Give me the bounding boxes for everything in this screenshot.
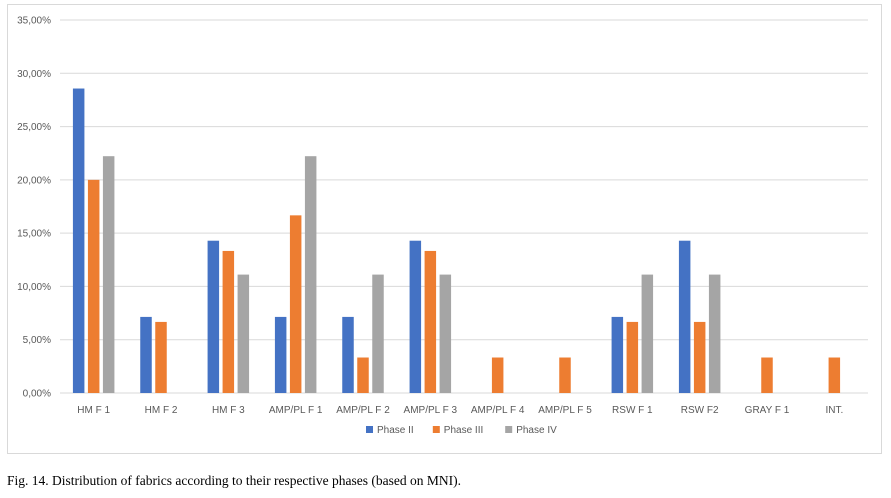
bar xyxy=(72,88,85,394)
bar xyxy=(289,215,302,393)
bar xyxy=(626,321,639,393)
bar xyxy=(439,274,452,393)
bar xyxy=(708,274,721,393)
figure-caption: Fig. 14. Distribution of fabrics accordi… xyxy=(7,473,462,488)
bar xyxy=(357,357,369,393)
x-tick-label: AMP/PL F 2 xyxy=(336,405,390,416)
legend-swatch xyxy=(366,426,373,433)
x-tick-label: AMP/PL F 3 xyxy=(404,405,458,416)
bar xyxy=(222,250,235,393)
bar xyxy=(87,179,100,393)
y-tick-label: 5,00% xyxy=(23,335,51,346)
y-tick-label: 35,00% xyxy=(17,16,51,27)
bar xyxy=(372,274,384,393)
x-tick-label: RSW F 1 xyxy=(612,405,653,416)
bar xyxy=(491,357,504,393)
bar-chart: 0,00% 5,00% 10,00% 15,00% 20,00% 25,00% 30,00%… xyxy=(17,16,868,436)
bar xyxy=(304,156,317,393)
x-tick-label: AMP/PL F 1 xyxy=(269,405,323,416)
bar xyxy=(140,316,152,393)
y-tick-label: 10,00% xyxy=(17,282,51,293)
bar xyxy=(237,274,250,393)
x-tick-label: AMP/PL F 4 xyxy=(471,405,525,416)
y-tick-label: 25,00% xyxy=(17,122,51,133)
x-tick-label: AMP/PL F 5 xyxy=(538,405,592,416)
bar xyxy=(693,321,706,393)
legend-label: Phase III xyxy=(444,425,483,436)
x-tick-label: RSW F2 xyxy=(681,405,719,416)
bar xyxy=(155,321,167,393)
legend-swatch xyxy=(505,426,513,433)
y-tick-label: 30,00% xyxy=(17,69,51,80)
bar xyxy=(424,250,437,393)
x-tick-label: HM F 2 xyxy=(145,405,178,416)
legend-label: Phase II xyxy=(377,425,414,436)
bar xyxy=(828,357,841,393)
bar xyxy=(102,156,115,393)
y-tick-label: 20,00% xyxy=(17,175,51,186)
x-tick-label: HM F 1 xyxy=(77,405,110,416)
x-tick-label: HM F 3 xyxy=(212,405,245,416)
x-tick-label: GRAY F 1 xyxy=(745,405,790,416)
x-tick-label: INT. xyxy=(825,405,843,416)
bar xyxy=(678,240,691,393)
bar xyxy=(409,240,422,393)
y-tick-label: 0,00% xyxy=(23,389,51,400)
bar xyxy=(342,316,354,393)
y-tick-label: 15,00% xyxy=(17,229,51,240)
bar xyxy=(611,316,624,393)
bar xyxy=(274,316,287,393)
bar xyxy=(761,357,773,393)
legend-label: Phase IV xyxy=(516,425,557,436)
bar xyxy=(207,240,220,393)
bar xyxy=(641,274,654,393)
legend-swatch xyxy=(432,426,440,433)
bar xyxy=(559,357,571,393)
